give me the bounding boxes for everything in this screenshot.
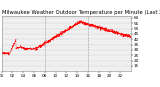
Text: Milwaukee Weather Outdoor Temperature per Minute (Last 24 Hours): Milwaukee Weather Outdoor Temperature pe… [2, 10, 160, 15]
